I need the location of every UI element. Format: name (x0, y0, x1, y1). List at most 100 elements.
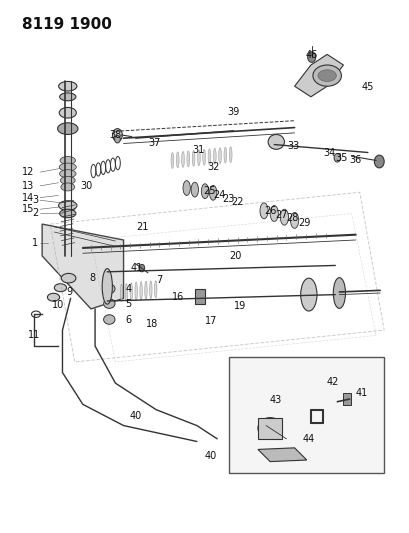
Text: 11: 11 (28, 330, 40, 341)
Text: 17: 17 (204, 316, 217, 326)
Ellipse shape (267, 134, 284, 149)
Ellipse shape (59, 209, 76, 217)
Text: 31: 31 (191, 145, 204, 155)
Circle shape (139, 264, 144, 272)
Ellipse shape (171, 152, 173, 168)
Text: 45: 45 (361, 82, 373, 92)
Text: 32: 32 (207, 162, 219, 172)
Ellipse shape (191, 182, 198, 197)
Ellipse shape (229, 147, 231, 163)
Text: 8119 1900: 8119 1900 (22, 17, 111, 33)
Text: 6: 6 (125, 314, 131, 325)
Text: 24: 24 (213, 190, 225, 200)
Ellipse shape (202, 149, 205, 165)
Text: 42: 42 (326, 377, 338, 387)
Text: 21: 21 (135, 222, 148, 232)
Ellipse shape (61, 273, 76, 283)
Text: 28: 28 (286, 213, 298, 223)
Text: 27: 27 (274, 209, 287, 220)
Text: 20: 20 (229, 251, 241, 261)
Ellipse shape (181, 151, 184, 167)
Circle shape (112, 128, 122, 141)
Ellipse shape (144, 281, 147, 300)
Text: 44: 44 (302, 434, 314, 444)
Ellipse shape (300, 278, 316, 311)
Ellipse shape (207, 149, 210, 165)
Text: 14: 14 (22, 192, 34, 203)
Ellipse shape (270, 206, 278, 221)
Ellipse shape (103, 315, 115, 324)
Text: 26: 26 (263, 206, 276, 216)
Ellipse shape (312, 65, 341, 86)
Text: 41: 41 (355, 387, 367, 398)
Ellipse shape (201, 184, 208, 199)
Ellipse shape (149, 281, 152, 298)
Ellipse shape (59, 169, 76, 177)
Text: 12: 12 (22, 167, 34, 177)
Text: 7: 7 (156, 274, 162, 285)
Ellipse shape (182, 181, 190, 196)
Text: 37: 37 (148, 139, 160, 149)
Ellipse shape (60, 157, 75, 165)
Text: 13: 13 (22, 181, 34, 191)
Ellipse shape (213, 148, 216, 164)
Ellipse shape (103, 284, 115, 294)
Polygon shape (42, 224, 123, 309)
Text: 46: 46 (305, 51, 317, 60)
Ellipse shape (59, 93, 76, 101)
Text: 5: 5 (125, 298, 132, 309)
Ellipse shape (60, 176, 75, 184)
Ellipse shape (197, 150, 200, 166)
Ellipse shape (290, 213, 298, 228)
Circle shape (373, 155, 383, 168)
Ellipse shape (139, 281, 142, 300)
Text: 22: 22 (231, 197, 243, 207)
Text: 4: 4 (125, 284, 131, 294)
Ellipse shape (57, 123, 78, 134)
Bar (194, 289, 204, 304)
Ellipse shape (154, 281, 157, 298)
Ellipse shape (61, 183, 74, 191)
Ellipse shape (176, 152, 179, 168)
Ellipse shape (187, 151, 189, 167)
Text: 16: 16 (172, 292, 184, 302)
Text: 33: 33 (287, 141, 299, 151)
Text: 41: 41 (130, 263, 143, 272)
Ellipse shape (103, 299, 115, 309)
Text: 15: 15 (22, 204, 34, 214)
Ellipse shape (102, 269, 112, 304)
Text: 23: 23 (222, 193, 234, 204)
Circle shape (333, 154, 340, 162)
Text: 19: 19 (233, 301, 245, 311)
Ellipse shape (125, 284, 127, 301)
Bar (257, 418, 281, 439)
Ellipse shape (192, 150, 195, 166)
Circle shape (115, 135, 120, 143)
Ellipse shape (223, 147, 226, 163)
Text: 36: 36 (349, 156, 361, 165)
Text: 39: 39 (227, 107, 239, 117)
Text: 1: 1 (32, 238, 38, 248)
Text: 8: 8 (89, 273, 95, 283)
Text: 38: 38 (109, 130, 121, 140)
Ellipse shape (47, 293, 59, 301)
Ellipse shape (317, 70, 335, 82)
Bar (343, 393, 350, 406)
Text: 10: 10 (52, 300, 64, 310)
Ellipse shape (59, 108, 76, 118)
Circle shape (307, 52, 315, 62)
Text: 29: 29 (297, 218, 310, 228)
Text: 2: 2 (32, 208, 38, 219)
Ellipse shape (59, 163, 76, 171)
Text: 43: 43 (269, 395, 281, 405)
Text: 3: 3 (32, 195, 38, 205)
Ellipse shape (280, 209, 288, 225)
Polygon shape (257, 448, 306, 462)
Ellipse shape (257, 418, 282, 439)
Text: 34: 34 (322, 148, 335, 158)
Ellipse shape (54, 284, 66, 292)
Ellipse shape (218, 148, 221, 164)
Ellipse shape (130, 283, 132, 301)
Text: 35: 35 (335, 153, 347, 163)
Text: 18: 18 (146, 319, 158, 329)
